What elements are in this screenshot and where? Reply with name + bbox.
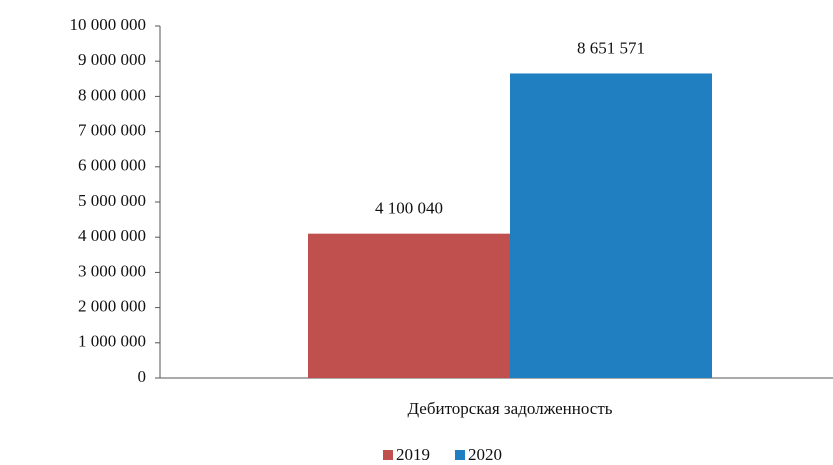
y-tick-label: 1 000 000 <box>78 332 146 351</box>
y-tick-label: 4 000 000 <box>78 226 146 245</box>
y-tick-label: 8 000 000 <box>78 85 146 104</box>
y-tick-label: 0 <box>138 367 147 386</box>
data-label: 8 651 571 <box>577 38 645 57</box>
data-label: 4 100 040 <box>375 199 443 218</box>
y-tick-label: 5 000 000 <box>78 191 146 210</box>
y-tick-label: 9 000 000 <box>78 50 146 69</box>
y-tick-label: 2 000 000 <box>78 297 146 316</box>
y-tick-label: 3 000 000 <box>78 261 146 280</box>
y-tick-label: 10 000 000 <box>70 15 147 34</box>
bar <box>510 73 712 379</box>
y-tick-label: 7 000 000 <box>78 121 146 140</box>
y-tick-label: 6 000 000 <box>78 156 146 175</box>
bar <box>308 233 510 378</box>
legend-swatch <box>383 450 393 460</box>
x-tick-label: Дебиторская задолженность <box>407 399 612 418</box>
legend-label: 2019 <box>396 445 430 464</box>
legend-label: 2020 <box>468 445 502 464</box>
legend-swatch <box>455 450 465 460</box>
